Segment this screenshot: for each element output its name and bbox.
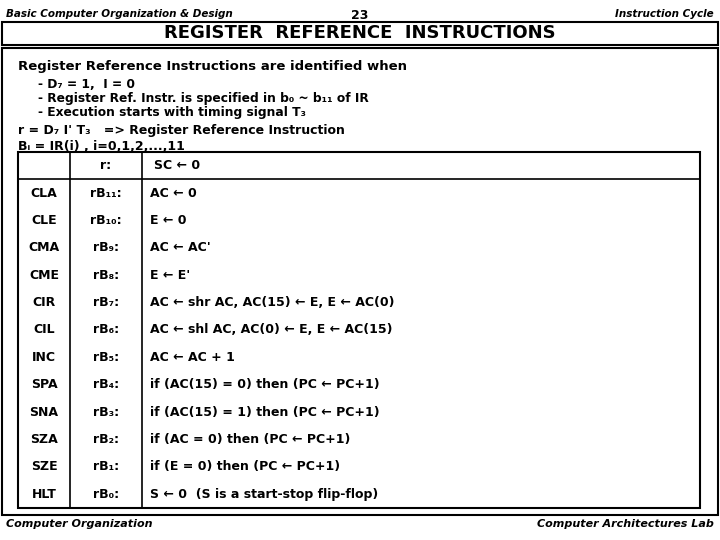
- Text: rB₁₁:: rB₁₁:: [90, 187, 122, 200]
- Text: rB₁:: rB₁:: [93, 461, 119, 474]
- Text: CIR: CIR: [32, 296, 55, 309]
- Text: CLE: CLE: [31, 214, 57, 227]
- Text: Instruction Cycle: Instruction Cycle: [616, 9, 714, 19]
- Text: REGISTER  REFERENCE  INSTRUCTIONS: REGISTER REFERENCE INSTRUCTIONS: [164, 24, 556, 43]
- Text: rB₃:: rB₃:: [93, 406, 119, 419]
- Text: if (AC(15) = 0) then (PC ← PC+1): if (AC(15) = 0) then (PC ← PC+1): [150, 378, 379, 392]
- Text: if (E = 0) then (PC ← PC+1): if (E = 0) then (PC ← PC+1): [150, 461, 340, 474]
- Text: SZE: SZE: [31, 461, 58, 474]
- Bar: [18, 152, 700, 508]
- Text: rB₄:: rB₄:: [93, 378, 119, 392]
- Text: rB₈:: rB₈:: [93, 269, 119, 282]
- Text: if (AC(15) = 1) then (PC ← PC+1): if (AC(15) = 1) then (PC ← PC+1): [150, 406, 379, 419]
- Text: 23: 23: [351, 9, 369, 22]
- Bar: [2, 22, 718, 45]
- Text: S ← 0  (S is a start-stop flip-flop): S ← 0 (S is a start-stop flip-flop): [150, 488, 378, 501]
- Text: Register Reference Instructions are identified when: Register Reference Instructions are iden…: [18, 60, 407, 73]
- Bar: [2, 48, 718, 515]
- Text: Computer Organization: Computer Organization: [6, 519, 153, 529]
- Text: - D₇ = 1,  I = 0: - D₇ = 1, I = 0: [38, 78, 135, 91]
- Text: rB₀:: rB₀:: [93, 488, 119, 501]
- Text: Basic Computer Organization & Design: Basic Computer Organization & Design: [6, 9, 233, 19]
- Text: SC ← 0: SC ← 0: [154, 159, 200, 172]
- Text: AC ← AC + 1: AC ← AC + 1: [150, 351, 235, 364]
- Text: rB₉:: rB₉:: [93, 241, 119, 254]
- Text: rB₆:: rB₆:: [93, 323, 119, 336]
- Text: - Register Ref. Instr. is specified in b₀ ~ b₁₁ of IR: - Register Ref. Instr. is specified in b…: [38, 92, 369, 105]
- Text: CIL: CIL: [33, 323, 55, 336]
- Text: E ← 0: E ← 0: [150, 214, 186, 227]
- Text: SPA: SPA: [31, 378, 58, 392]
- Text: CME: CME: [29, 269, 59, 282]
- Text: AC ← 0: AC ← 0: [150, 187, 197, 200]
- Text: Computer Architectures Lab: Computer Architectures Lab: [537, 519, 714, 529]
- Text: rB₁₀:: rB₁₀:: [90, 214, 122, 227]
- Text: if (AC = 0) then (PC ← PC+1): if (AC = 0) then (PC ← PC+1): [150, 433, 351, 446]
- Text: CMA: CMA: [28, 241, 60, 254]
- Text: Bᵢ = IR(i) , i=0,1,2,...,11: Bᵢ = IR(i) , i=0,1,2,...,11: [18, 140, 185, 153]
- Text: r:: r:: [100, 159, 112, 172]
- Text: AC ← AC': AC ← AC': [150, 241, 211, 254]
- Text: AC ← shr AC, AC(15) ← E, E ← AC(0): AC ← shr AC, AC(15) ← E, E ← AC(0): [150, 296, 395, 309]
- Text: E ← E': E ← E': [150, 269, 190, 282]
- Text: - Execution starts with timing signal T₃: - Execution starts with timing signal T₃: [38, 106, 306, 119]
- Text: CLA: CLA: [31, 187, 58, 200]
- Text: rB₂:: rB₂:: [93, 433, 119, 446]
- Text: rB₇:: rB₇:: [93, 296, 119, 309]
- Text: SNA: SNA: [30, 406, 58, 419]
- Text: SZA: SZA: [30, 433, 58, 446]
- Text: rB₅:: rB₅:: [93, 351, 119, 364]
- Text: r = D₇ I' T₃   => Register Reference Instruction: r = D₇ I' T₃ => Register Reference Instr…: [18, 124, 345, 137]
- Text: INC: INC: [32, 351, 56, 364]
- Text: AC ← shl AC, AC(0) ← E, E ← AC(15): AC ← shl AC, AC(0) ← E, E ← AC(15): [150, 323, 392, 336]
- Text: HLT: HLT: [32, 488, 56, 501]
